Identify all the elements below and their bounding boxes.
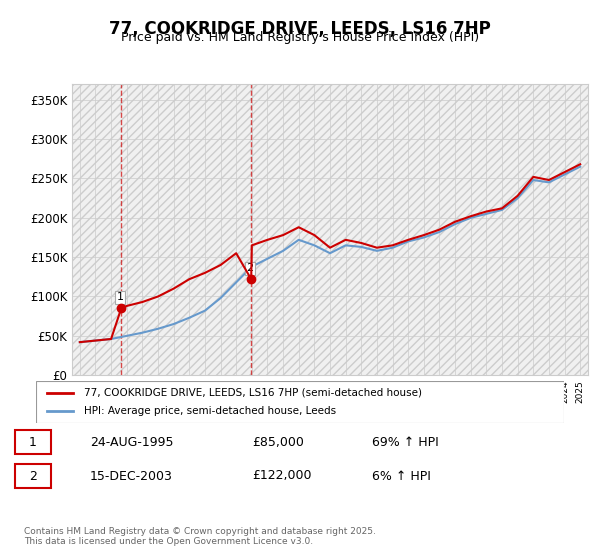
Text: 77, COOKRIDGE DRIVE, LEEDS, LS16 7HP (semi-detached house): 77, COOKRIDGE DRIVE, LEEDS, LS16 7HP (se… [83,388,422,398]
Text: Price paid vs. HM Land Registry's House Price Index (HPI): Price paid vs. HM Land Registry's House … [121,31,479,44]
Text: £85,000: £85,000 [252,436,304,449]
FancyBboxPatch shape [36,381,564,423]
Text: 15-DEC-2003: 15-DEC-2003 [90,469,173,483]
Text: Contains HM Land Registry data © Crown copyright and database right 2025.
This d: Contains HM Land Registry data © Crown c… [24,526,376,546]
Text: 69% ↑ HPI: 69% ↑ HPI [372,436,439,449]
Text: 2: 2 [29,469,37,483]
Text: 2: 2 [247,263,254,273]
FancyBboxPatch shape [15,430,51,455]
Text: 77, COOKRIDGE DRIVE, LEEDS, LS16 7HP: 77, COOKRIDGE DRIVE, LEEDS, LS16 7HP [109,20,491,38]
Text: HPI: Average price, semi-detached house, Leeds: HPI: Average price, semi-detached house,… [83,406,335,416]
Text: 6% ↑ HPI: 6% ↑ HPI [372,469,431,483]
FancyBboxPatch shape [15,464,51,488]
Text: 1: 1 [116,292,124,302]
Text: 24-AUG-1995: 24-AUG-1995 [90,436,173,449]
Text: 1: 1 [29,436,37,449]
Text: £122,000: £122,000 [252,469,311,483]
